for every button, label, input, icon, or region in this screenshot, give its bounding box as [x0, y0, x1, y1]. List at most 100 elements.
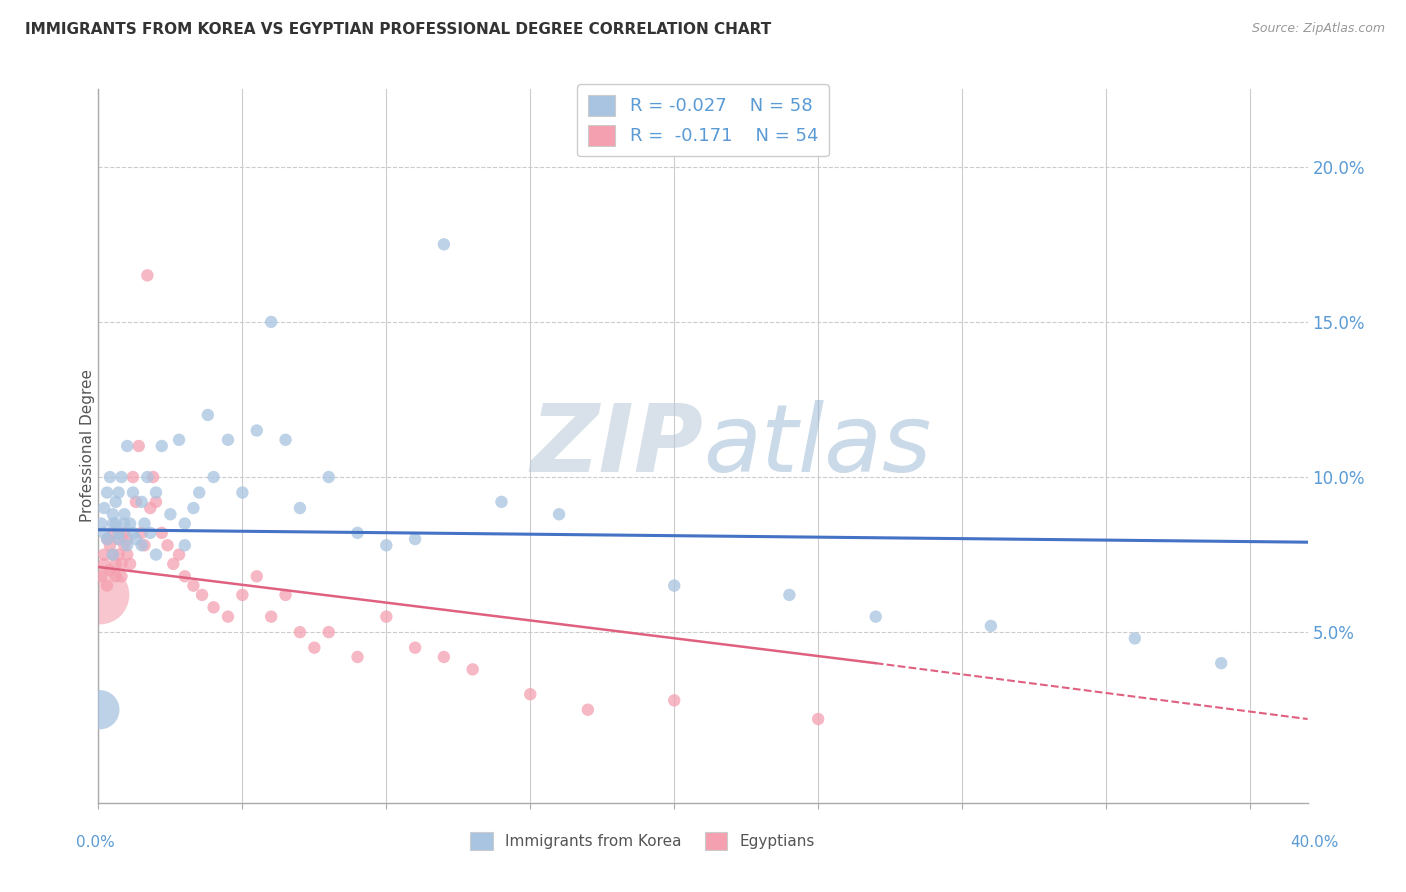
Point — [107, 532, 129, 546]
Point — [246, 424, 269, 438]
Text: ZIP: ZIP — [530, 400, 703, 492]
Point — [136, 268, 159, 283]
Point — [145, 485, 167, 500]
Point — [112, 508, 135, 522]
Point — [145, 495, 167, 509]
Point — [167, 548, 190, 562]
Point — [107, 485, 129, 500]
Point — [375, 538, 398, 552]
Point — [404, 532, 426, 546]
Point — [260, 315, 283, 329]
Point — [125, 495, 148, 509]
Point — [89, 703, 111, 717]
Point — [318, 625, 340, 640]
Point — [98, 563, 121, 577]
Point — [865, 609, 887, 624]
Point — [183, 579, 205, 593]
Point — [173, 538, 195, 552]
Point — [112, 525, 135, 540]
Point — [346, 650, 368, 665]
Point — [96, 532, 118, 546]
Point — [134, 538, 156, 552]
Point — [156, 538, 179, 552]
Text: Source: ZipAtlas.com: Source: ZipAtlas.com — [1251, 22, 1385, 36]
Point — [576, 703, 599, 717]
Point — [107, 532, 129, 546]
Point — [110, 470, 132, 484]
Point — [115, 439, 138, 453]
Legend: Immigrants from Korea, Egyptians: Immigrants from Korea, Egyptians — [464, 826, 821, 855]
Point — [120, 516, 142, 531]
Point — [173, 516, 195, 531]
Point — [131, 538, 153, 552]
Point — [107, 525, 129, 540]
Point — [128, 439, 150, 453]
Point — [122, 485, 145, 500]
Point — [150, 439, 173, 453]
Point — [1123, 632, 1146, 646]
Point — [93, 525, 115, 540]
Text: 0.0%: 0.0% — [76, 836, 115, 850]
Point — [115, 538, 138, 552]
Point — [778, 588, 800, 602]
Point — [93, 548, 115, 562]
Text: IMMIGRANTS FROM KOREA VS EGYPTIAN PROFESSIONAL DEGREE CORRELATION CHART: IMMIGRANTS FROM KOREA VS EGYPTIAN PROFES… — [25, 22, 772, 37]
Point — [104, 495, 127, 509]
Point — [231, 588, 253, 602]
Point — [167, 433, 190, 447]
Point — [188, 485, 211, 500]
Point — [304, 640, 326, 655]
Point — [404, 640, 426, 655]
Point — [120, 557, 142, 571]
Point — [125, 532, 148, 546]
Point — [375, 609, 398, 624]
Point — [89, 588, 111, 602]
Point — [90, 569, 112, 583]
Point — [217, 433, 239, 447]
Point — [519, 687, 541, 701]
Point — [131, 525, 153, 540]
Point — [202, 600, 225, 615]
Point — [159, 508, 181, 522]
Point — [980, 619, 1002, 633]
Point — [318, 470, 340, 484]
Point — [664, 693, 686, 707]
Point — [433, 237, 456, 252]
Point — [90, 516, 112, 531]
Point — [98, 470, 121, 484]
Point — [183, 501, 205, 516]
Point — [115, 532, 138, 546]
Point — [173, 569, 195, 583]
Point — [98, 538, 121, 552]
Point — [664, 579, 686, 593]
Point — [145, 548, 167, 562]
Point — [274, 433, 297, 447]
Point — [134, 516, 156, 531]
Point — [115, 548, 138, 562]
Point — [112, 538, 135, 552]
Point — [491, 495, 513, 509]
Point — [101, 508, 124, 522]
Point — [150, 525, 173, 540]
Point — [101, 548, 124, 562]
Point — [461, 662, 484, 676]
Point — [217, 609, 239, 624]
Point — [96, 485, 118, 500]
Point — [162, 557, 184, 571]
Point — [101, 525, 124, 540]
Point — [122, 470, 145, 484]
Point — [807, 712, 830, 726]
Point — [112, 516, 135, 531]
Point — [274, 588, 297, 602]
Point — [288, 501, 311, 516]
Point — [1211, 656, 1233, 670]
Point — [101, 548, 124, 562]
Point — [231, 485, 253, 500]
Text: atlas: atlas — [703, 401, 931, 491]
Point — [191, 588, 214, 602]
Point — [139, 525, 162, 540]
Point — [139, 501, 162, 516]
Point — [288, 625, 311, 640]
Point — [548, 508, 571, 522]
Point — [104, 516, 127, 531]
